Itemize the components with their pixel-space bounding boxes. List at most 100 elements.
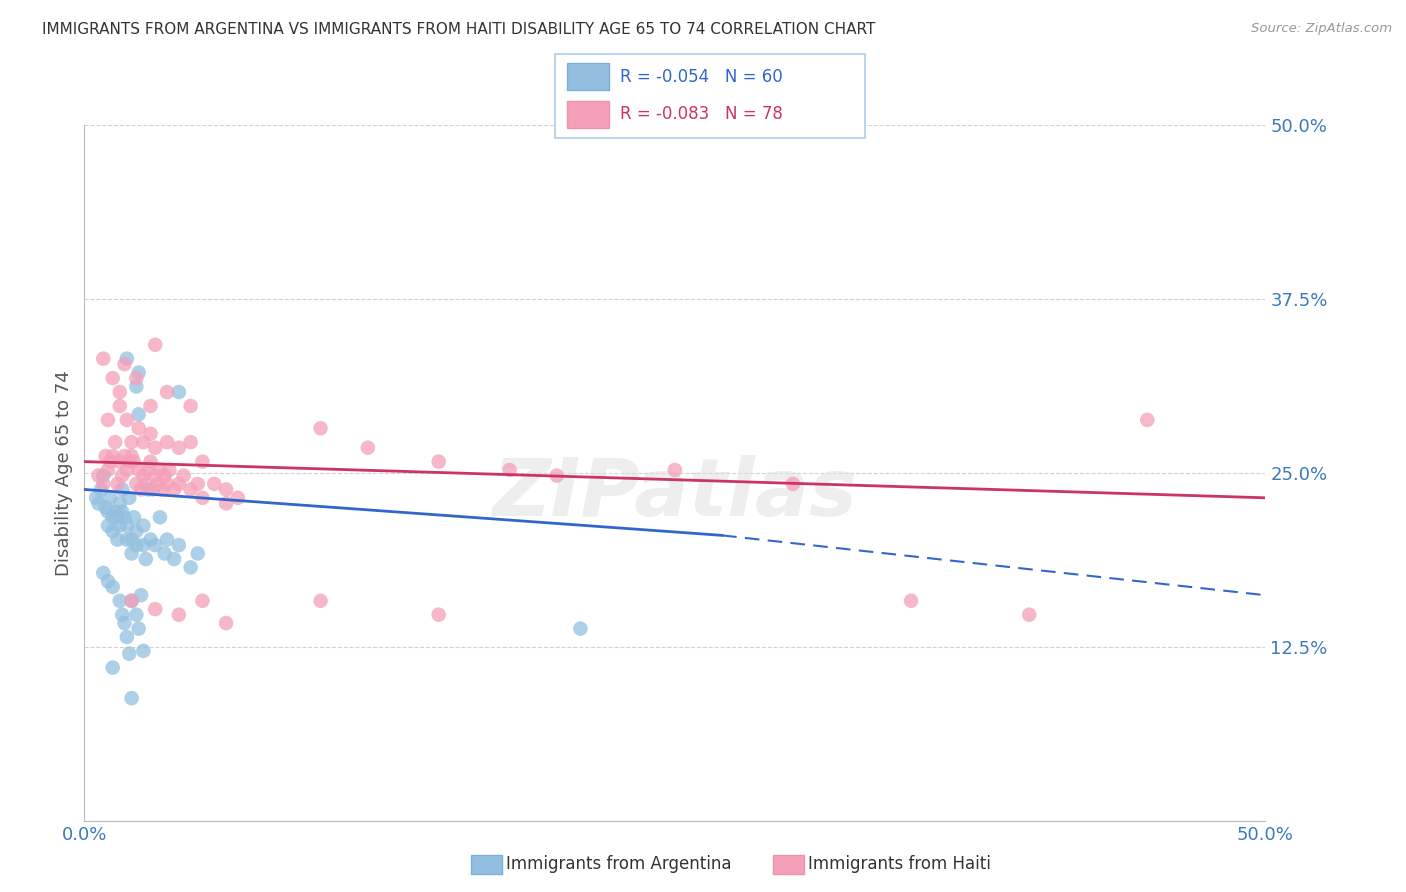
- Point: [191, 491, 214, 505]
- Point: [84, 491, 107, 505]
- Point: [94, 500, 117, 515]
- Point: [128, 407, 150, 421]
- Point: [132, 538, 155, 552]
- Point: [115, 533, 138, 547]
- Y-axis label: Disability Age 65 to 74: Disability Age 65 to 74: [55, 370, 73, 575]
- Point: [121, 533, 143, 547]
- Point: [121, 691, 143, 706]
- Point: [180, 560, 202, 574]
- Point: [104, 435, 127, 450]
- Point: [118, 647, 141, 661]
- Point: [128, 463, 150, 477]
- Point: [782, 476, 804, 491]
- Point: [122, 455, 145, 469]
- Text: R = -0.083   N = 78: R = -0.083 N = 78: [620, 105, 783, 123]
- Text: Immigrants from Haiti: Immigrants from Haiti: [808, 855, 991, 873]
- Point: [108, 455, 131, 469]
- Point: [132, 468, 155, 483]
- Point: [101, 660, 124, 674]
- Point: [136, 463, 159, 477]
- Point: [111, 468, 134, 483]
- Point: [309, 594, 332, 608]
- Point: [167, 476, 190, 491]
- Point: [139, 455, 162, 469]
- Point: [111, 483, 134, 497]
- Point: [215, 496, 238, 510]
- Point: [1018, 607, 1040, 622]
- Point: [115, 413, 138, 427]
- Point: [91, 351, 114, 366]
- Point: [107, 476, 129, 491]
- Point: [156, 385, 179, 400]
- Point: [118, 491, 141, 505]
- Point: [129, 588, 152, 602]
- Point: [142, 483, 165, 497]
- Point: [132, 435, 155, 450]
- Point: [132, 644, 155, 658]
- Point: [121, 435, 143, 450]
- Point: [135, 552, 157, 566]
- Point: [143, 468, 166, 483]
- Point: [153, 468, 176, 483]
- Point: [98, 491, 121, 505]
- Point: [149, 463, 172, 477]
- Point: [97, 505, 120, 519]
- Point: [101, 449, 124, 463]
- Point: [91, 476, 114, 491]
- Point: [143, 538, 166, 552]
- Point: [101, 510, 124, 524]
- Point: [143, 441, 166, 455]
- Point: [664, 463, 686, 477]
- Text: Immigrants from Argentina: Immigrants from Argentina: [506, 855, 731, 873]
- Point: [180, 483, 202, 497]
- Point: [94, 449, 117, 463]
- Point: [107, 533, 129, 547]
- Point: [215, 483, 238, 497]
- Point: [139, 533, 162, 547]
- Point: [167, 385, 190, 400]
- Point: [101, 580, 124, 594]
- Point: [900, 594, 922, 608]
- Point: [357, 441, 380, 455]
- Point: [546, 468, 568, 483]
- Point: [202, 476, 225, 491]
- Point: [128, 421, 150, 435]
- Point: [157, 463, 180, 477]
- Point: [167, 441, 190, 455]
- Point: [149, 510, 172, 524]
- Point: [427, 607, 450, 622]
- Point: [108, 399, 131, 413]
- Point: [87, 496, 110, 510]
- Point: [101, 524, 124, 539]
- Point: [125, 476, 148, 491]
- Point: [226, 491, 249, 505]
- Point: [125, 371, 148, 385]
- Point: [121, 594, 143, 608]
- Point: [180, 399, 202, 413]
- Point: [121, 546, 143, 560]
- Point: [156, 476, 179, 491]
- Point: [108, 518, 131, 533]
- Point: [114, 615, 136, 630]
- Point: [118, 455, 141, 469]
- Point: [114, 449, 136, 463]
- Point: [101, 371, 124, 385]
- Point: [215, 615, 238, 630]
- Point: [108, 385, 131, 400]
- Text: IMMIGRANTS FROM ARGENTINA VS IMMIGRANTS FROM HAITI DISABILITY AGE 65 TO 74 CORRE: IMMIGRANTS FROM ARGENTINA VS IMMIGRANTS …: [42, 22, 876, 37]
- Text: Source: ZipAtlas.com: Source: ZipAtlas.com: [1251, 22, 1392, 36]
- Point: [121, 449, 143, 463]
- Point: [173, 468, 195, 483]
- Point: [167, 607, 190, 622]
- Point: [180, 435, 202, 450]
- Point: [427, 455, 450, 469]
- Point: [115, 630, 138, 644]
- Point: [87, 468, 110, 483]
- Point: [139, 426, 162, 441]
- Point: [115, 351, 138, 366]
- Point: [115, 518, 138, 533]
- Point: [167, 538, 190, 552]
- Point: [569, 622, 592, 636]
- Point: [115, 463, 138, 477]
- Point: [136, 483, 159, 497]
